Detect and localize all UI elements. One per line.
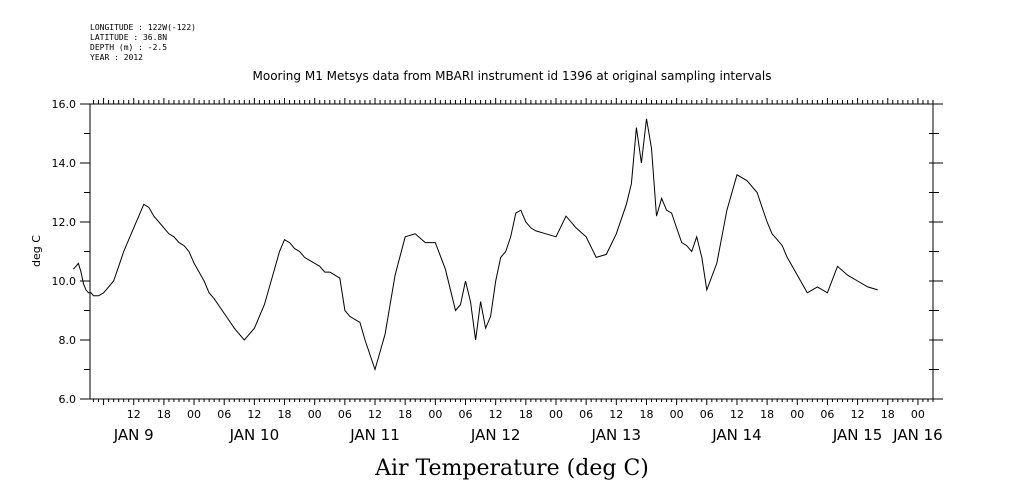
x-tick-label: 06 [579, 408, 593, 421]
year-text: YEAR : 2012 [90, 53, 143, 62]
x-tick-label: 00 [670, 408, 684, 421]
x-tick-label: 06 [459, 408, 473, 421]
y-tick-label: 12.0 [52, 216, 77, 229]
x-tick-label: 06 [338, 408, 352, 421]
x-tick-label: 12 [851, 408, 865, 421]
day-label: JAN 13 [591, 426, 642, 444]
air-temperature-line [73, 118, 878, 372]
y-tick-label: 6.0 [59, 393, 77, 406]
y-tick-label: 8.0 [59, 334, 77, 347]
day-label: JAN 14 [711, 426, 762, 444]
x-tick-label: 18 [639, 408, 653, 421]
y-tick-label: 16.0 [52, 98, 77, 111]
y-tick-label: 14.0 [52, 157, 77, 170]
x-tick-label: 18 [881, 408, 895, 421]
x-tick-label: 18 [398, 408, 412, 421]
day-label: JAN 11 [349, 426, 400, 444]
x-tick-label: 18 [278, 408, 292, 421]
chart-title: Mooring M1 Metsys data from MBARI instru… [253, 69, 772, 83]
x-tick-label: 00 [308, 408, 322, 421]
depth-text: DEPTH (m) : -2.5 [90, 43, 167, 52]
day-label: JAN 12 [470, 426, 521, 444]
x-tick-label: 00 [911, 408, 925, 421]
x-tick-label: 12 [489, 408, 503, 421]
x-tick-label: 00 [187, 408, 201, 421]
y-axis-label: deg C [30, 235, 43, 267]
top-minor-ticks [93, 98, 934, 104]
x-tick-label: 12 [609, 408, 623, 421]
day-label: JAN 16 [892, 426, 943, 444]
x-axis-title: Air Temperature (deg C) [374, 456, 649, 481]
x-tick-label: 06 [820, 408, 834, 421]
x-tick-label: 12 [368, 408, 382, 421]
x-tick-label: 06 [217, 408, 231, 421]
x-tick-label: 12 [247, 408, 261, 421]
y-tick-label: 10.0 [52, 275, 77, 288]
x-tick-label: 18 [157, 408, 171, 421]
series-layer [73, 118, 878, 372]
x-tick-label: 12 [127, 408, 141, 421]
day-label: JAN 10 [229, 426, 280, 444]
x-tick-label: 18 [760, 408, 774, 421]
x-tick-label: 00 [549, 408, 563, 421]
latitude-text: LATITUDE : 36.8N [90, 33, 167, 42]
day-labels: JAN 9 JAN 10 JAN 11 JAN 12 JAN 13 JAN 14 JAN 1… [113, 426, 943, 444]
x-tick-label: 00 [428, 408, 442, 421]
day-label: JAN 9 [113, 426, 154, 444]
y-axis-ticks: 6.0 8.0 10.0 12.0 14.0 16.0 [52, 98, 943, 406]
longitude-text: LONGITUDE : 122W(-122) [90, 23, 196, 32]
plot-frame [89, 103, 934, 400]
day-label: JAN 15 [832, 426, 883, 444]
x-tick-label: 06 [700, 408, 714, 421]
x-tick-label: 00 [790, 408, 804, 421]
x-tick-label: 18 [519, 408, 533, 421]
x-axis-ticks: 12 18 00 06 12 18 00 06 12 18 00 06 12 18 00 06 12 18 00 06… [93, 399, 934, 421]
metadata-block: LONGITUDE : 122W(-122) LATITUDE : 36.8N … [90, 23, 196, 62]
x-tick-label: 12 [730, 408, 744, 421]
